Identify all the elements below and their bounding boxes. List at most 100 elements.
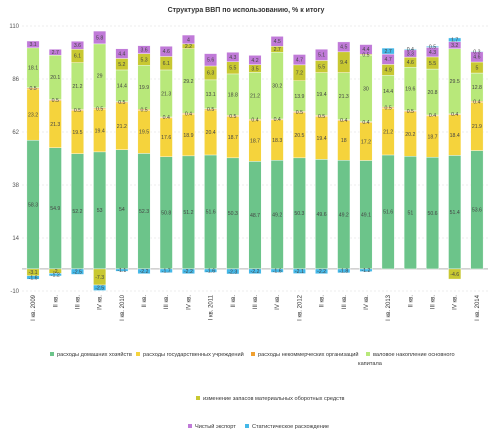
data-label: -2.5 [95,286,104,292]
data-label: 3.3 [407,51,414,57]
data-label: 50.6 [427,211,437,217]
legend-swatch [196,396,200,400]
bar-segment [470,50,484,53]
data-label: 4.7 [296,57,303,63]
bar-segment [337,41,351,53]
data-label: -3.1 [29,270,38,276]
data-label: 17.2 [361,139,371,145]
data-label: 0.4 [274,117,281,123]
data-label: 52.3 [139,209,149,215]
bar-segment [93,30,107,45]
data-label: 0.4 [429,113,436,119]
data-label: 0.4 [163,115,170,121]
legend-label-line: капитала [358,361,383,367]
data-label: 4.2 [251,58,258,64]
x-tick-label: III кв. [75,295,81,309]
data-label: -1.8 [339,269,348,275]
data-label: 51 [407,210,413,216]
data-label: 4.5 [340,45,347,51]
legend-label: расходы государственных учреждений [143,351,244,358]
legend-swatch [188,424,192,428]
data-label: -2.2 [140,269,149,275]
data-label: 5.1 [318,53,325,59]
data-label: 23.2 [28,112,38,118]
data-label: 30 [363,86,369,92]
data-label: 21.9 [472,124,482,130]
data-label: 0.5 [385,105,392,111]
data-label: 4 [187,37,190,43]
bar-segment [403,48,417,51]
data-label: 14.4 [117,84,127,90]
data-label: 20.4 [206,130,216,136]
data-label: 4.3 [229,55,236,61]
data-label: 4.3 [429,50,436,56]
data-label: 0.5 [29,86,36,92]
data-label: 5.5 [229,66,236,72]
data-label: 0.5 [74,108,81,114]
data-label: 21.2 [117,124,127,130]
data-label: 0.5 [429,45,436,51]
x-tick-label: III кв. [342,295,348,309]
data-label: 49.2 [272,212,282,218]
legend-label-line: валовое накопление основного [373,352,455,358]
data-label: 0.5 [229,114,236,120]
data-label: 0.5 [207,107,214,113]
bar-segment [315,268,328,274]
data-label: 1.7 [451,38,458,44]
data-label: 4.5 [274,39,281,45]
bar-segment [26,275,40,280]
bar-segment [381,47,395,55]
x-tick-label: IV кв. [364,295,370,310]
data-label: 18.7 [228,135,238,141]
data-label: 0.4 [362,120,369,126]
x-tick-label: IV кв. [186,295,192,310]
bar-segment [337,268,351,274]
legend-label: изменение запасов материальных оборотных… [203,396,345,402]
data-label: 2.7 [52,50,59,56]
data-label: 30.2 [272,83,282,89]
x-tick-label: II кв. [408,295,414,308]
data-label: 0.5 [96,106,103,112]
data-label: -2.2 [251,269,260,275]
data-label: 0.4 [407,47,414,53]
data-labels: 58.323.20.518.1-3.13.1-1.654.921.30.520.… [28,35,482,291]
legend-label-line: расходы домашних хозяйств [57,351,132,358]
legend-label-line: изменение запасов материальных оборотных… [203,396,345,402]
bar-segment [448,37,462,42]
bar-segment [426,46,439,48]
data-label: 0.5 [296,110,303,116]
data-label: 4.7 [385,57,392,63]
data-label: 4.6 [473,55,480,61]
data-label: 20.5 [294,133,304,139]
data-label: -7.3 [95,275,104,281]
data-label: 7.2 [296,71,303,77]
bar-segment [93,284,107,291]
legend-label-line: Статистическое расхождение [252,424,329,430]
bar-segment [248,268,262,274]
data-label: -1.2 [51,272,60,278]
legend-label: валовое накопление основного капитала [358,352,455,367]
data-label: -1.1 [117,268,126,274]
data-label: 19.5 [72,130,82,136]
data-label: 3.6 [140,47,147,53]
data-label: 53 [97,208,103,214]
data-label: 21.2 [250,94,260,100]
data-label: 54 [119,207,125,213]
y-tick-label: 62 [12,130,19,136]
bar-segment [226,268,240,275]
data-label: 5.8 [96,35,103,41]
data-label: 19.4 [317,136,327,142]
data-label: -1.7 [162,269,171,275]
x-tick-label: IV кв. [453,295,459,310]
bar-segment [71,41,84,50]
data-label: 6.1 [163,61,170,67]
data-label: 20.8 [427,90,437,96]
data-label: 5.2 [118,62,125,68]
data-label: 2.2 [185,44,192,50]
x-tick-label: I кв. 2010 [120,294,126,320]
bar-segment [48,273,62,277]
data-label: 29.2 [183,79,193,85]
legend-swatch [245,424,249,428]
y-axis: -10 14 38 62 86 110 [9,24,19,295]
legend-swatch [251,352,255,356]
